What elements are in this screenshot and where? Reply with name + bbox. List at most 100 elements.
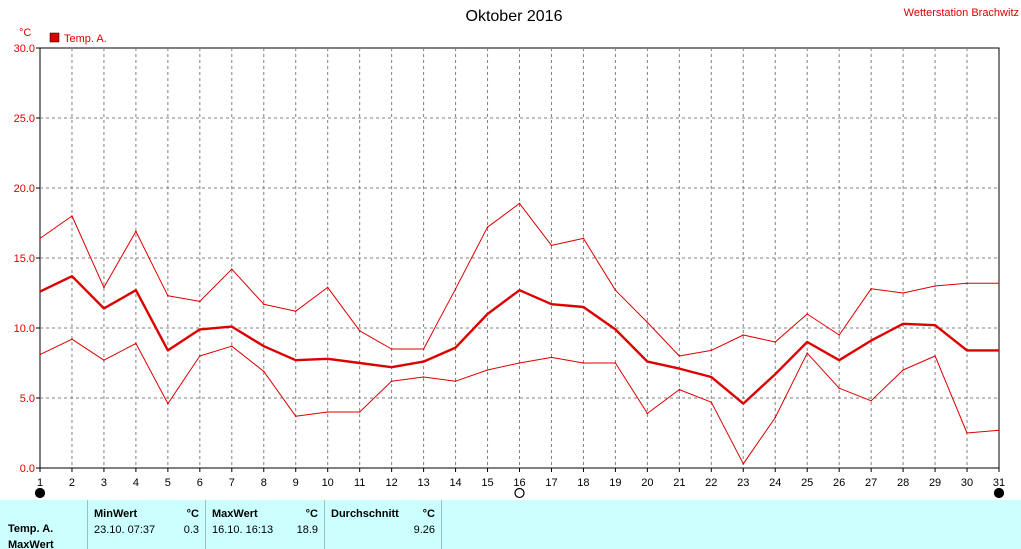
min-value: 0.3	[183, 524, 199, 536]
data-point	[838, 387, 840, 390]
data-point	[167, 295, 169, 297]
data-point	[614, 289, 617, 292]
data-point	[103, 359, 105, 362]
data-point	[678, 367, 681, 370]
data-point	[742, 402, 745, 405]
data-point	[550, 244, 553, 247]
data-point	[294, 310, 297, 313]
avg-header: Durchschnitt	[331, 508, 399, 520]
row-label-maxwert: MaxWert	[8, 539, 54, 549]
data-point	[422, 376, 425, 378]
data-point	[550, 303, 553, 306]
data-point	[710, 376, 713, 378]
filled-circle-marker	[34, 487, 46, 499]
data-point	[422, 360, 425, 363]
x-tick-label: 9	[293, 477, 299, 489]
x-tick-label: 25	[801, 477, 813, 489]
data-point	[390, 380, 393, 383]
max-date: 16.10. 16:13	[212, 524, 274, 536]
data-point	[518, 362, 521, 364]
x-tick-label: 2	[69, 477, 75, 489]
data-point	[806, 341, 808, 343]
station-name: Wetterstation Brachwitz	[904, 7, 1019, 19]
data-point	[135, 230, 137, 233]
data-point	[486, 313, 489, 315]
x-tick-label: 18	[577, 477, 589, 489]
data-point	[71, 275, 73, 278]
data-point	[838, 334, 840, 336]
data-point	[454, 380, 457, 383]
data-point	[774, 373, 777, 376]
data-point	[518, 202, 521, 205]
chart-title: Oktober 2016	[466, 8, 563, 25]
legend-label: Temp. A.	[64, 33, 107, 45]
x-tick-label: 4	[133, 477, 139, 489]
x-tick-label: 10	[322, 477, 334, 489]
y-tick-label: 10.0	[14, 323, 35, 335]
data-point	[39, 353, 41, 356]
x-tick-label: 12	[386, 477, 398, 489]
max-value: 18.9	[296, 524, 318, 536]
data-point	[582, 362, 585, 364]
data-point	[326, 286, 329, 289]
data-point	[486, 369, 489, 371]
x-tick-label: 27	[865, 477, 877, 489]
data-point	[870, 339, 872, 342]
x-tick-label: 6	[197, 477, 203, 489]
max-column: MaxWert °C 16.10. 16:13 18.9	[206, 500, 325, 549]
data-point	[582, 237, 585, 240]
data-point	[678, 355, 681, 357]
data-point	[902, 369, 904, 371]
x-tick-label: 21	[673, 477, 685, 489]
data-point	[774, 341, 777, 343]
y-tick-label: 30.0	[14, 43, 35, 55]
x-tick-label: 7	[229, 477, 235, 489]
data-point	[646, 360, 649, 363]
data-point	[806, 313, 808, 315]
data-point	[199, 355, 201, 357]
data-point	[838, 359, 840, 362]
data-point	[103, 307, 105, 310]
x-tick-label: 13	[417, 477, 429, 489]
data-point	[199, 300, 201, 303]
x-tick-label: 22	[705, 477, 717, 489]
row-label-temp: Temp. A.	[8, 523, 54, 535]
data-point	[870, 288, 872, 290]
data-series	[39, 202, 1000, 465]
x-tick-label: 17	[545, 477, 557, 489]
data-point	[326, 411, 329, 413]
y-tick-label: 20.0	[14, 183, 35, 195]
x-tick-label: 19	[609, 477, 621, 489]
x-tick-label: 23	[737, 477, 749, 489]
temperature-chart: Oktober 2016 Wetterstation Brachwitz °C …	[14, 7, 1019, 499]
grid-lines	[36, 47, 1000, 472]
data-point	[646, 321, 649, 324]
data-point	[998, 429, 1000, 432]
x-tick-label: 30	[961, 477, 973, 489]
data-point	[454, 346, 457, 349]
data-point	[934, 285, 936, 287]
min-unit: °C	[186, 508, 199, 520]
data-point	[294, 415, 297, 418]
y-tick-label: 0.0	[20, 463, 35, 475]
avg-column: Durchschnitt °C 9.26	[325, 500, 442, 549]
data-point	[294, 359, 297, 362]
x-tick-label: 14	[449, 477, 461, 489]
x-tick-label: 29	[929, 477, 941, 489]
data-point	[454, 288, 457, 290]
data-point	[710, 401, 713, 404]
data-point	[934, 324, 936, 327]
x-tick-labels: 1 2 3 4 5 6 7 8 9 10 11 12 13 14 15 16 17 18 19 20 21 22 23 24 2…	[37, 477, 1005, 489]
y-tick-label: 25.0	[14, 113, 35, 125]
data-point	[774, 416, 777, 419]
min-column: MinWert °C 23.10. 07:37 0.3	[88, 500, 206, 549]
data-point	[742, 334, 745, 336]
data-point	[135, 289, 137, 292]
data-point	[934, 355, 936, 357]
data-point	[167, 402, 169, 405]
data-point	[262, 370, 265, 373]
x-tick-label: 20	[641, 477, 653, 489]
data-point	[710, 349, 713, 352]
y-tick-label: 15.0	[14, 253, 35, 265]
data-point	[358, 411, 361, 413]
